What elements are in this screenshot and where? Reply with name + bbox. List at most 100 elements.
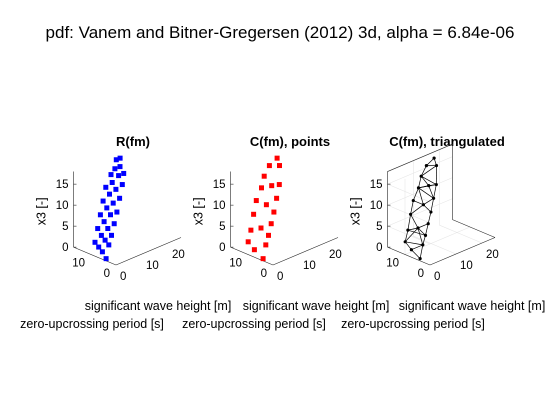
y-axis-label: zero-upcrossing period [s] — [182, 317, 326, 331]
triangulation-edge — [404, 230, 409, 242]
z-tick-label: 15 — [56, 179, 69, 191]
panel-title: C(fm), points — [250, 134, 330, 149]
z-tick-label: 0 — [62, 242, 68, 254]
data-point — [277, 163, 282, 169]
x-axis-label: significant wave height [m] — [85, 299, 232, 313]
data-point — [259, 185, 264, 191]
data-point — [266, 163, 272, 169]
figure-title: pdf: Vanem and Bitner-Gregersen (2012) 3… — [46, 23, 515, 42]
triangulation-edge — [418, 185, 429, 189]
triangulation-edge — [410, 204, 424, 215]
data-point — [251, 247, 257, 253]
panel-3: C(fm), triangulated 0 5 10 15 0 10 20 0 10 x3 [-] — [349, 134, 505, 283]
z-axis-label: x3 [-] — [35, 197, 49, 225]
data-point — [416, 226, 420, 230]
data-point — [98, 232, 104, 238]
triangulation-edge — [405, 241, 423, 246]
y-axis-label: zero-upcrossing period [s] — [20, 317, 164, 331]
triangulation-edge — [421, 175, 437, 185]
data-point — [103, 256, 109, 262]
data-point — [113, 157, 119, 163]
triangulation-edge — [428, 185, 434, 199]
data-point — [427, 184, 431, 188]
x-tick-label: 10 — [146, 260, 159, 272]
data-point — [263, 202, 269, 208]
z-tick-label: 10 — [56, 200, 69, 212]
triangulation-edge — [410, 200, 414, 215]
grid-line — [439, 149, 483, 244]
y-axis-line — [387, 246, 431, 266]
data-point — [108, 212, 113, 218]
x-axis-line — [115, 237, 182, 266]
z-tick-label: 0 — [376, 242, 382, 254]
triangulation-edge — [412, 187, 419, 201]
data-point — [274, 155, 280, 161]
data-point — [117, 164, 123, 170]
data-point — [121, 170, 127, 176]
y-axis-line — [73, 246, 117, 266]
triangulation-edge — [411, 249, 421, 259]
triangulation-edge — [411, 244, 423, 251]
data-point — [106, 242, 112, 248]
triangulation-edge — [423, 204, 432, 213]
data-point — [269, 183, 275, 189]
data-point — [251, 211, 257, 217]
triangulation-edge — [413, 200, 424, 206]
grid-line — [386, 156, 453, 203]
x-tick-label: 10 — [460, 260, 473, 272]
data-point — [274, 195, 280, 201]
data-point — [96, 244, 102, 250]
data-point — [271, 209, 277, 215]
x-axis-line — [429, 237, 496, 266]
subplot-panels: R(fm) 0 5 10 15 0 10 20 0 10 x3 [-] C(fm), points 0 5… — [20, 134, 545, 331]
x-tick-label: 20 — [329, 249, 342, 261]
z-tick-label: 15 — [213, 179, 226, 191]
data-point — [423, 233, 428, 237]
data-point — [266, 232, 271, 238]
data-point — [261, 173, 267, 179]
z-tick-label: 10 — [213, 200, 226, 212]
data-point — [113, 186, 119, 192]
data-point — [102, 237, 108, 243]
y-axis-label: zero-upcrossing period [s] — [341, 317, 485, 331]
data-point — [432, 156, 436, 160]
data-point — [108, 172, 114, 178]
y-tick-label: 10 — [229, 258, 242, 270]
triangulation-edge — [420, 165, 427, 177]
triangulation-edge — [426, 157, 435, 166]
data-point — [258, 225, 264, 231]
data-point — [434, 182, 438, 187]
y-tick-label: 0 — [104, 268, 110, 280]
grid-line — [413, 160, 457, 255]
panel-title: C(fm), triangulated — [389, 134, 505, 149]
triangulation-edge — [418, 187, 424, 205]
x-tick-label: 0 — [277, 271, 283, 283]
data-point — [421, 243, 425, 247]
triangulation-edge — [418, 187, 434, 199]
triangulation-edge — [407, 214, 411, 231]
data-point — [109, 180, 115, 185]
triangulation-edge — [417, 227, 426, 236]
triangulation-edge — [427, 211, 432, 224]
triangulation-edge — [433, 184, 437, 199]
z-tick-label: 0 — [219, 242, 225, 254]
data-point — [117, 155, 123, 161]
data-point — [117, 195, 123, 201]
data-point — [97, 212, 103, 218]
grid-line — [386, 177, 453, 224]
data-point — [260, 256, 266, 262]
panel-2: C(fm), points 0 5 10 15 0 10 20 0 10 x3 [-] — [192, 134, 342, 283]
data-point — [101, 219, 107, 225]
data-point — [103, 184, 109, 190]
data-point — [114, 209, 120, 215]
triangulation-edge — [417, 223, 429, 229]
data-point — [111, 221, 117, 227]
triangulation-edge — [404, 241, 412, 250]
data-point — [409, 248, 413, 252]
data-point — [403, 240, 407, 244]
z-axis-label: x3 [-] — [192, 197, 206, 225]
triangulation-edge — [430, 198, 434, 213]
data-point — [95, 226, 101, 232]
x-axis-label: significant wave height [m] — [399, 299, 546, 313]
